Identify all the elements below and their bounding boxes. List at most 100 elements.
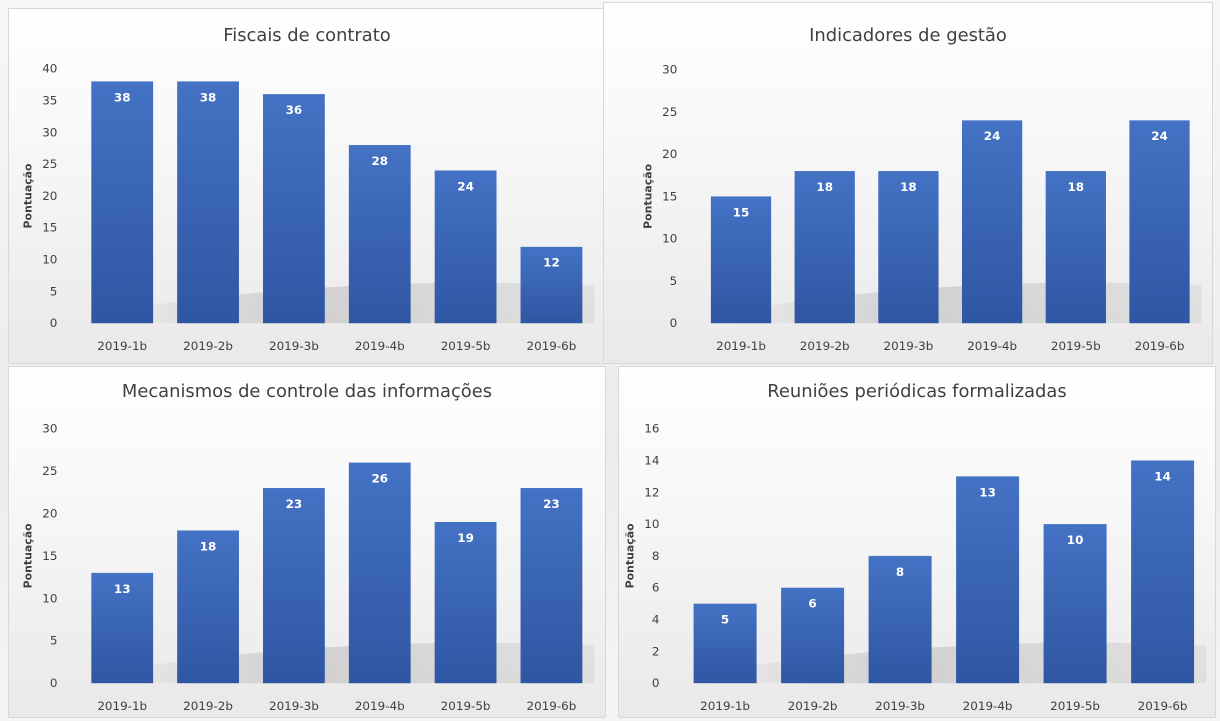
y-axis-label: Pontuação <box>641 163 654 228</box>
bar-2019-6b <box>1129 120 1190 324</box>
x-tick-label: 2019-1b <box>97 699 147 713</box>
bar-value-label: 12 <box>543 256 560 270</box>
x-tick-label: 2019-6b <box>1135 339 1185 353</box>
bar-chart-fiscais-de-contrato: Fiscais de contrato 0 5 10 15 20 25 30 35 40 Pontu… <box>22 25 595 353</box>
y-tick-label: 14 <box>644 453 659 467</box>
x-tick-label: 2019-3b <box>875 699 925 713</box>
chart-title: Indicadores de gestão <box>809 25 1007 46</box>
y-tick-label: 10 <box>644 517 659 531</box>
bar-value-label: 36 <box>286 103 303 117</box>
y-axis-label: Pontuação <box>22 523 35 588</box>
x-tick-label: 2019-3b <box>269 339 319 353</box>
x-tick-label: 2019-5b <box>1051 339 1101 353</box>
y-tick-label: 20 <box>662 147 677 161</box>
x-tick-label: 2019-4b <box>355 699 405 713</box>
bar-value-label: 10 <box>1067 533 1084 547</box>
bar-value-label: 38 <box>114 90 131 104</box>
bar-2019-1b <box>91 81 154 324</box>
x-tick-label: 2019-5b <box>1050 699 1100 713</box>
bar-2019-4b <box>348 145 411 324</box>
bar-2019-3b <box>878 171 939 324</box>
bar-chart-mecanismos-de-controle: Mecanismos de controle das informações 0 5… <box>22 381 595 713</box>
y-axis-label: Pontuação <box>22 163 35 228</box>
y-tick-label: 25 <box>42 464 57 478</box>
x-tick-label: 2019-3b <box>884 339 934 353</box>
y-tick-label: 15 <box>42 549 57 563</box>
bar-value-label: 13 <box>979 485 996 499</box>
y-tick-label: 25 <box>42 157 57 171</box>
y-tick-label: 10 <box>42 253 57 267</box>
bar-2019-1b <box>693 603 757 684</box>
bar-2019-6b <box>1131 460 1195 684</box>
x-tick-label: 2019-6b <box>1138 699 1188 713</box>
x-tick-label: 2019-2b <box>183 339 233 353</box>
floor-shadow <box>701 642 1207 684</box>
x-tick-label: 2019-5b <box>441 699 491 713</box>
y-tick-label: 30 <box>42 125 57 139</box>
bar-2019-5b <box>434 170 497 324</box>
bar-value-label: 18 <box>900 180 917 194</box>
chart-panel-reunioes-periodicas: Reuniões periódicas formalizadas 0 2 4 6 8 10 1… <box>618 366 1216 718</box>
x-tick-label: 2019-5b <box>441 339 491 353</box>
y-tick-label: 15 <box>42 221 57 235</box>
y-tick-label: 30 <box>662 63 677 77</box>
bar-2019-4b <box>348 462 411 684</box>
bar-value-label: 6 <box>808 597 816 611</box>
bar-value-label: 23 <box>286 497 303 511</box>
bar-value-label: 15 <box>733 205 750 219</box>
y-tick-label: 0 <box>670 316 678 330</box>
bar-2019-6b <box>520 246 583 324</box>
bar-2019-5b <box>1043 524 1107 684</box>
y-tick-label: 5 <box>50 284 58 298</box>
bar-2019-1b <box>710 196 772 324</box>
y-tick-label: 10 <box>662 232 677 246</box>
bar-value-label: 23 <box>543 497 560 511</box>
bar-value-label: 19 <box>457 531 474 545</box>
bar-2019-5b <box>434 521 497 684</box>
bar-2019-3b <box>263 94 325 324</box>
y-tick-label: 5 <box>670 274 678 288</box>
bar-2019-5b <box>1045 171 1106 324</box>
bar-value-label: 13 <box>114 582 131 596</box>
chart-title: Mecanismos de controle das informações <box>122 381 492 402</box>
y-tick-label: 40 <box>42 62 57 76</box>
y-tick-label: 25 <box>662 105 677 119</box>
bar-value-label: 24 <box>457 179 474 193</box>
y-tick-label: 15 <box>662 189 677 203</box>
bar-value-label: 28 <box>371 154 388 168</box>
bar-2019-2b <box>781 587 845 684</box>
bar-2019-6b <box>520 488 583 684</box>
bar-2019-2b <box>794 171 855 324</box>
y-tick-label: 4 <box>652 613 660 627</box>
floor-shadow <box>99 282 595 324</box>
bar-2019-4b <box>956 476 1020 684</box>
y-tick-label: 20 <box>42 506 57 520</box>
x-tick-label: 2019-6b <box>527 339 577 353</box>
y-tick-label: 2 <box>652 644 660 658</box>
bar-value-label: 18 <box>1068 180 1085 194</box>
y-tick-label: 8 <box>652 549 660 563</box>
y-tick-label: 0 <box>652 676 660 690</box>
x-tick-label: 2019-4b <box>963 699 1013 713</box>
chart-panel-fiscais-de-contrato: Fiscais de contrato 0 5 10 15 20 25 30 35 40 Pontu… <box>8 8 606 364</box>
bar-value-label: 26 <box>371 471 388 485</box>
bar-2019-2b <box>177 81 239 324</box>
x-tick-label: 2019-6b <box>527 699 577 713</box>
y-tick-label: 10 <box>42 591 57 605</box>
y-tick-label: 16 <box>644 422 659 436</box>
chart-panel-indicadores-de-gestao: Indicadores de gestão 0 5 10 15 20 25 30 Pontuaç… <box>603 2 1213 364</box>
bar-value-label: 38 <box>200 90 217 104</box>
floor-shadow <box>719 282 1202 324</box>
bar-value-label: 18 <box>200 539 217 553</box>
chart-panel-mecanismos-de-controle: Mecanismos de controle das informações 0 5… <box>8 366 606 718</box>
bar-value-label: 5 <box>721 613 729 627</box>
bar-chart-indicadores-de-gestao: Indicadores de gestão 0 5 10 15 20 25 30 Pontuaç… <box>641 25 1202 353</box>
y-tick-label: 0 <box>50 316 58 330</box>
chart-title: Reuniões periódicas formalizadas <box>767 381 1066 402</box>
bar-value-label: 24 <box>984 129 1001 143</box>
chart-title: Fiscais de contrato <box>223 25 390 46</box>
x-tick-label: 2019-3b <box>269 699 319 713</box>
bar-value-label: 14 <box>1154 469 1171 483</box>
floor-shadow <box>99 642 595 684</box>
